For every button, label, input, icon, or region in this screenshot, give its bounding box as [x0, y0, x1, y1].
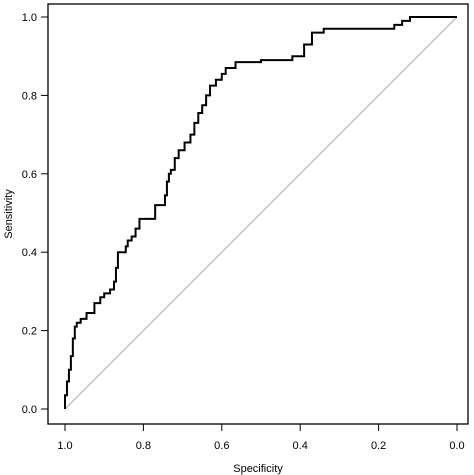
x-axis: 1.0 0.8 0.6 0.4 0.2 0.0 — [57, 424, 465, 452]
y-axis: 0.0 0.2 0.4 0.6 0.8 1.0 — [22, 12, 48, 416]
plot-frame — [47, 3, 469, 425]
x-tick-label: 0.0 — [449, 440, 464, 452]
x-tick-label: 1.0 — [57, 440, 72, 452]
roc-curve-line — [64, 16, 457, 409]
x-axis-title: Specificity — [233, 463, 283, 475]
y-tick-label: 0.2 — [22, 326, 37, 338]
y-tick-label: 0.4 — [22, 247, 37, 259]
x-tick-label: 0.8 — [136, 440, 151, 452]
x-tick-label: 0.2 — [371, 440, 386, 452]
series-layer — [64, 16, 457, 409]
x-tick-label: 0.6 — [214, 440, 229, 452]
y-axis-title: Sensitivity — [3, 189, 15, 239]
reference-diagonal-line — [64, 16, 458, 410]
y-tick-label: 0.0 — [22, 404, 37, 416]
x-tick-label: 0.4 — [293, 440, 308, 452]
y-tick-label: 1.0 — [22, 12, 37, 24]
reference-line-layer — [64, 16, 458, 410]
y-tick-label: 0.8 — [22, 90, 37, 102]
y-tick-label: 0.6 — [22, 169, 37, 181]
